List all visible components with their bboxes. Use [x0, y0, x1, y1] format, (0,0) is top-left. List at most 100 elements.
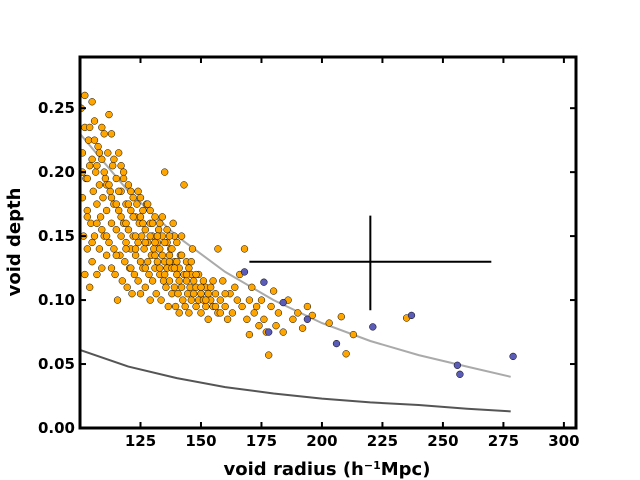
- blue-voids-point: [265, 328, 273, 336]
- orange-voids-point: [100, 130, 108, 138]
- y-tick-label: 0.25: [38, 99, 75, 117]
- y-axis-label: void depth: [4, 188, 25, 297]
- orange-voids-point: [169, 219, 177, 227]
- orange-voids-point: [162, 283, 170, 291]
- blue-voids-point: [240, 268, 249, 276]
- orange-voids-point: [90, 232, 99, 240]
- orange-voids-point: [136, 194, 145, 202]
- orange-voids-point: [130, 270, 139, 279]
- orange-voids-point: [245, 296, 254, 304]
- blue-voids-point: [453, 361, 462, 369]
- orange-voids-point: [131, 245, 140, 253]
- orange-voids-point: [199, 277, 208, 285]
- orange-voids-point: [190, 290, 198, 298]
- orange-voids-point: [145, 270, 153, 279]
- orange-voids-point: [81, 270, 89, 279]
- orange-voids-point: [156, 264, 164, 272]
- orange-voids-point: [158, 251, 166, 259]
- orange-voids-point: [96, 213, 105, 221]
- orange-voids-point: [245, 330, 254, 339]
- orange-voids-point: [165, 232, 174, 240]
- orange-voids-point: [128, 290, 136, 298]
- orange-voids-point: [238, 302, 246, 311]
- orange-voids-point: [122, 245, 130, 253]
- orange-voids-point: [161, 168, 169, 176]
- orange-voids-point: [221, 302, 229, 311]
- orange-voids-point: [192, 302, 200, 311]
- x-tick-label: 225: [367, 432, 398, 450]
- orange-voids-point: [117, 232, 125, 240]
- orange-voids-point: [163, 226, 171, 234]
- axes: 125 150 175 200 225 250 275 300 0.00 0.05 0.10 0.15…: [38, 55, 580, 450]
- x-axis-label-unit: Mpc): [381, 459, 431, 480]
- x-tick-label: 250: [427, 432, 458, 450]
- orange-voids-point: [164, 302, 172, 311]
- orange-voids-point: [107, 219, 116, 227]
- plot-frame: [78, 55, 578, 430]
- orange-voids-point: [146, 296, 154, 304]
- orange-voids-point: [127, 187, 135, 195]
- orange-voids-point: [209, 277, 217, 285]
- orange-voids-point: [136, 258, 145, 266]
- orange-voids-point: [181, 302, 189, 311]
- orange-voids-point: [112, 200, 120, 208]
- y-tick-label: 0.05: [38, 355, 75, 373]
- orange-voids-point: [136, 213, 145, 221]
- orange-voids-point: [110, 155, 118, 163]
- plot-area: [80, 91, 517, 413]
- orange-voids-point: [211, 302, 220, 311]
- orange-voids-point: [223, 315, 232, 323]
- orange-voids-point: [90, 117, 99, 125]
- orange-voids-point: [165, 258, 174, 266]
- orange-voids-point: [88, 258, 96, 266]
- y-tick-label: 0.15: [38, 227, 75, 245]
- orange-voids-point: [95, 245, 104, 253]
- blue-voids-point: [369, 323, 377, 331]
- orange-voids-point: [110, 245, 118, 253]
- orange-voids-point: [337, 313, 345, 321]
- x-axis-label: void radius (h−1Mpc): [224, 459, 431, 480]
- orange-voids-point: [267, 302, 275, 311]
- orange-voids-point: [233, 296, 241, 304]
- orange-voids-point: [86, 123, 94, 132]
- orange-voids-point: [117, 213, 125, 221]
- orange-voids-point: [202, 296, 210, 304]
- orange-voids-point: [151, 213, 159, 221]
- orange-voids-point: [94, 142, 102, 151]
- orange-voids-point: [124, 226, 133, 234]
- orange-voids-point: [154, 226, 163, 234]
- x-axis-label-main: void radius (h: [224, 459, 364, 480]
- orange-voids-point: [182, 277, 191, 285]
- orange-voids-point: [83, 206, 91, 215]
- x-tick-label: 200: [306, 432, 337, 450]
- orange-voids-point: [106, 187, 114, 195]
- orange-voids-point: [197, 283, 205, 291]
- orange-voids-point: [243, 315, 251, 323]
- orange-voids-point: [214, 245, 222, 253]
- orange-voids-point: [202, 302, 210, 311]
- orange-voids-point: [93, 200, 101, 208]
- orange-voids-point: [89, 187, 97, 195]
- orange-voids-point: [129, 213, 137, 221]
- orange-voids-point: [165, 277, 174, 285]
- orange-voids-point: [156, 219, 164, 227]
- y-tick-label: 0.20: [38, 163, 75, 181]
- x-axis-label-superscript: −1: [364, 459, 381, 472]
- x-tick-label: 125: [125, 432, 156, 450]
- orange-voids-point: [141, 283, 149, 291]
- orange-voids-point: [219, 277, 227, 285]
- orange-voids-point: [272, 322, 280, 330]
- orange-voids-point: [269, 287, 278, 295]
- orange-voids-point: [250, 309, 258, 317]
- orange-voids-point: [104, 149, 112, 157]
- orange-voids-point: [182, 270, 191, 279]
- orange-voids-point: [146, 206, 154, 215]
- orange-voids-point: [93, 270, 101, 279]
- orange-voids-point: [231, 283, 239, 291]
- orange-voids-point: [175, 277, 183, 285]
- orange-voids-point: [112, 251, 120, 259]
- orange-voids-point: [158, 213, 166, 221]
- orange-voids-point: [131, 251, 140, 259]
- orange-voids-point: [265, 351, 273, 359]
